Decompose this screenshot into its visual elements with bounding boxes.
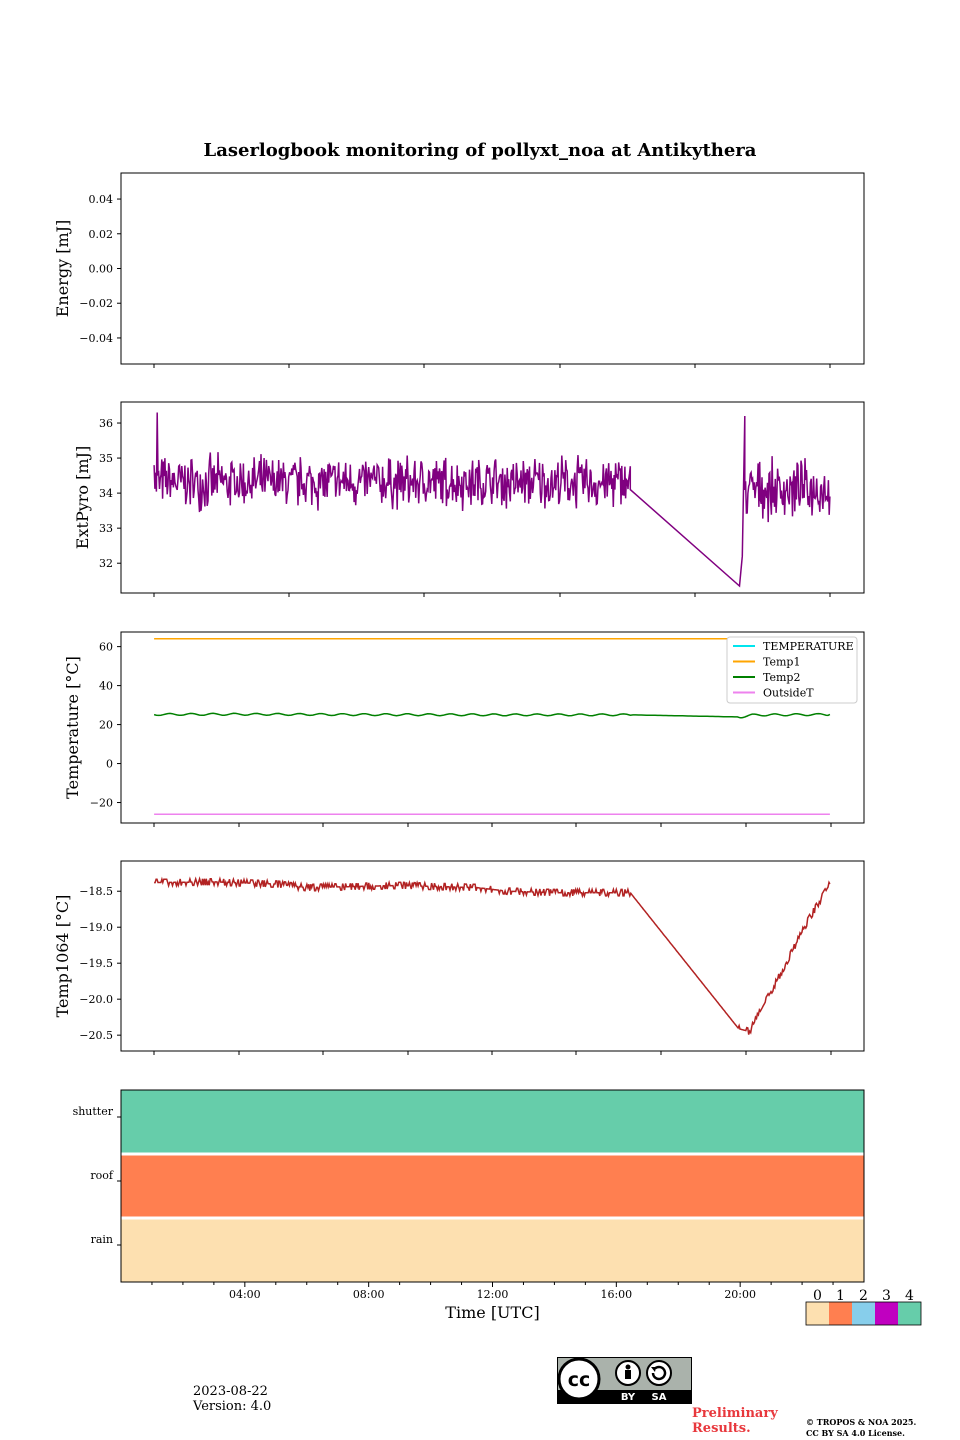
axes-frame (120, 172, 865, 365)
footer-date-version: 2023-08-22 Version: 4.0 (193, 1384, 271, 1414)
y-tick-label: −19.0 (79, 921, 113, 934)
colorbar-cell-2 (852, 1302, 875, 1325)
sa-share-icon (646, 1360, 672, 1386)
footer-date: 2023-08-22 (193, 1384, 268, 1399)
panel-2: 32 33 34 35 36 ExtPyro [mJ] (73, 401, 865, 597)
status-row-label: rain (91, 1233, 113, 1246)
colorbar-label: 4 (905, 1288, 914, 1304)
axes-frame (120, 1089, 865, 1283)
y-axis-label: Temp1064 [°C] (53, 895, 72, 1018)
y-tick-label: 0.02 (89, 228, 114, 241)
y-tick-label: 36 (99, 417, 113, 430)
status-row-label: roof (90, 1169, 114, 1182)
status-row-roof (121, 1154, 864, 1218)
y-axis-label: Temperature [°C] (63, 656, 82, 799)
x-tick-label: 16:00 (600, 1288, 632, 1301)
axes-frame (120, 860, 865, 1052)
panel-3: 60 40 20 0 −20 Temperature [°C] TEMPERATURE Tem… (63, 631, 865, 827)
x-tick-label: 20:00 (724, 1288, 756, 1301)
copyright-line2: CC BY SA 4.0 License. (806, 1428, 905, 1438)
colorbar-label: 3 (882, 1288, 891, 1304)
y-axis-label: ExtPyro [mJ] (73, 446, 92, 549)
y-tick-label: −20.0 (79, 993, 113, 1006)
x-tick-label: 08:00 (353, 1288, 385, 1301)
panel-4: −18.5 −19.0 −19.5 −20.0 −20.5 Temp1064 [°C] (53, 860, 865, 1055)
legend-box (726, 636, 858, 704)
colorbar-label: 1 (836, 1288, 845, 1304)
y-tick-label: 32 (99, 557, 113, 570)
status-row-rain (121, 1218, 864, 1282)
copyright-notice: © TROPOS & NOA 2025. CC BY SA 4.0 Licens… (806, 1417, 916, 1439)
status-row-label: shutter (73, 1105, 114, 1118)
y-tick-label: −20 (90, 797, 113, 810)
cc-circle-icon (557, 1357, 601, 1401)
y-tick-label: 35 (99, 452, 113, 465)
x-tick-label: 12:00 (477, 1288, 509, 1301)
panel-1: 0.04 0.02 0.00 −0.02 −0.04 Energy [mJ] (53, 172, 865, 368)
x-tick-label: 04:00 (229, 1288, 261, 1301)
colorbar-cell-3 (875, 1302, 898, 1325)
legend-label: Temp2 (763, 671, 800, 684)
y-axis-label: Energy [mJ] (53, 220, 72, 318)
footer-version: Version: 4.0 (193, 1399, 272, 1414)
y-tick-label: 33 (99, 522, 113, 535)
colorbar-cell-1 (829, 1302, 852, 1325)
cc-by-label: BY (621, 1392, 636, 1403)
y-tick-label: −0.04 (79, 332, 113, 345)
axes-frame (120, 401, 865, 594)
status-row-shutter (121, 1090, 864, 1154)
y-tick-label: −19.5 (79, 957, 113, 970)
preliminary-line1: Preliminary (692, 1406, 778, 1421)
preliminary-line2: Results. (692, 1421, 751, 1436)
y-tick-label: 0.04 (89, 193, 114, 206)
y-tick-label: 0 (106, 758, 113, 771)
legend-label: Temp1 (763, 656, 800, 669)
cc-by-sa-logo: cc BY SA (557, 1357, 692, 1404)
colorbar-label: 2 (859, 1288, 868, 1304)
cc-sa-label: SA (652, 1392, 667, 1403)
copyright-line1: © TROPOS & NOA 2025. (806, 1417, 917, 1427)
y-tick-label: 34 (99, 487, 113, 500)
colorbar-label: 0 (813, 1288, 822, 1304)
colorbar-cell-4 (898, 1302, 921, 1325)
y-tick-label: 0.00 (89, 263, 114, 276)
axes-frame (120, 631, 865, 824)
legend-label: OutsideT (763, 687, 814, 700)
y-tick-label: 60 (99, 641, 113, 654)
preliminary-results-label: Preliminary Results. (692, 1406, 778, 1436)
cc-text-icon: cc (568, 1369, 591, 1391)
x-axis-label: Time [UTC] (445, 1303, 539, 1322)
series-line-temp1064 (154, 876, 831, 1035)
series-line-Temp2 (153, 712, 831, 719)
series-line-extpyro (153, 412, 831, 588)
panel-5: shutter roof rain 04:00 08:00 12:00 16:00 20:00… (73, 1089, 922, 1326)
y-tick-label: −20.5 (79, 1029, 113, 1042)
legend: TEMPERATURE Temp1 Temp2 OutsideT (726, 636, 858, 704)
y-tick-label: −18.5 (79, 885, 113, 898)
y-tick-label: −0.02 (79, 297, 113, 310)
chart-title: Laserlogbook monitoring of pollyxt_noa a… (203, 140, 757, 161)
colorbar-frame (805, 1301, 922, 1326)
y-tick-label: 20 (99, 719, 113, 732)
y-tick-label: 40 (99, 680, 113, 693)
colorbar-cell-0 (806, 1302, 829, 1325)
legend-label: TEMPERATURE (763, 640, 854, 653)
